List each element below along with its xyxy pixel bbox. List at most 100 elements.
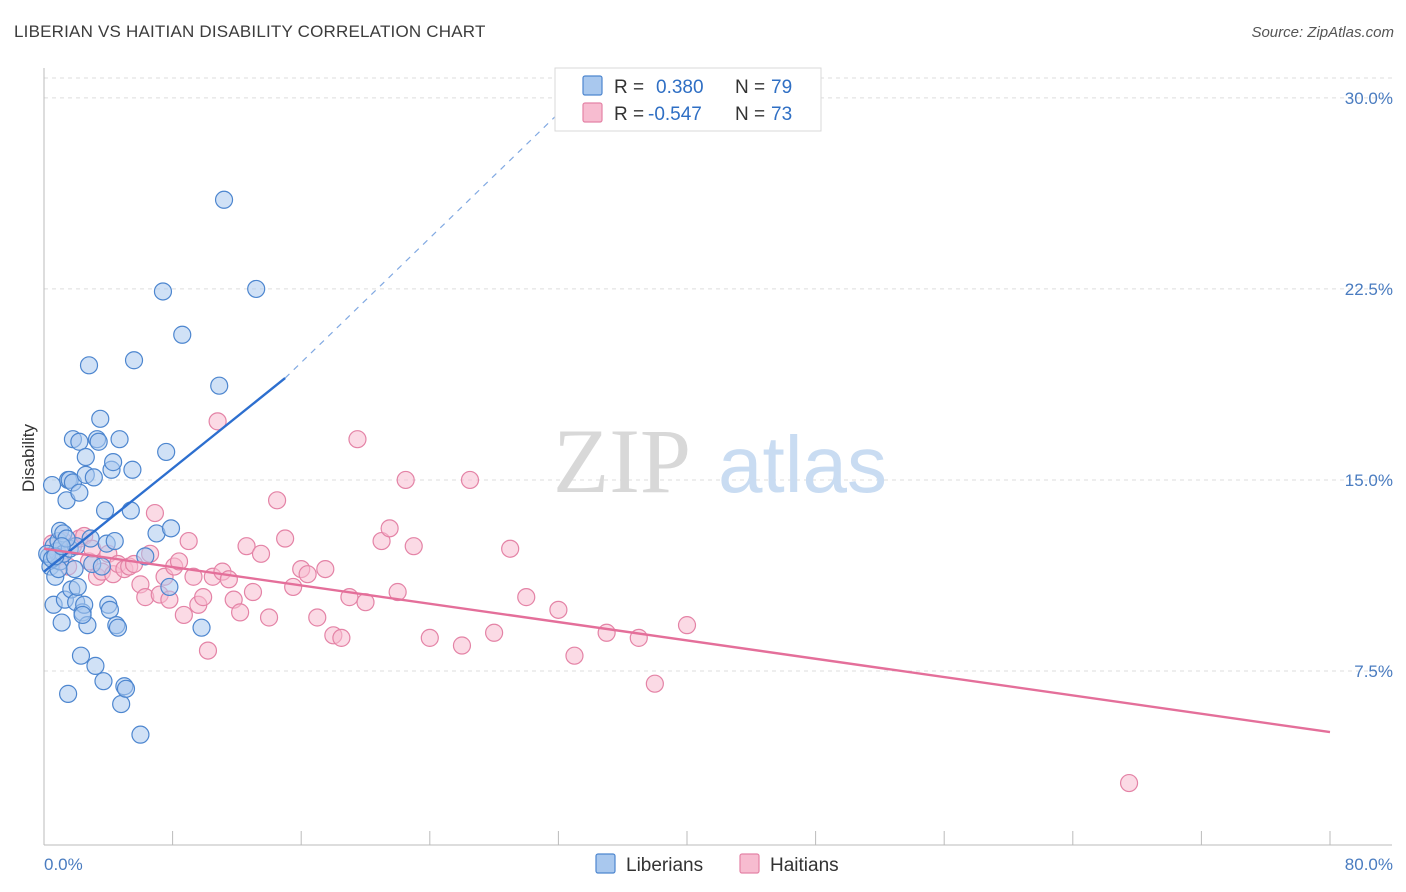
watermark: ZIP atlas bbox=[553, 410, 887, 512]
y-tick-label-3: 30.0% bbox=[1345, 89, 1393, 108]
legend-swatch-haitians bbox=[582, 102, 603, 123]
haitian-point-32 bbox=[198, 641, 218, 660]
liberian-point-22 bbox=[65, 559, 84, 579]
haitian-point-58 bbox=[396, 470, 415, 490]
haitian-point-34 bbox=[208, 412, 227, 431]
liberian-point-35 bbox=[81, 529, 100, 548]
liberian-point-68 bbox=[210, 376, 229, 395]
y-tick-label-0: 7.5% bbox=[1354, 662, 1393, 681]
haitian-point-61 bbox=[452, 636, 472, 655]
series-liberians bbox=[38, 190, 266, 744]
bottom-legend-liberians: Liberians bbox=[626, 855, 703, 876]
liberian-point-57 bbox=[123, 460, 142, 479]
y-tick-label-1: 15.0% bbox=[1345, 471, 1393, 490]
haitian-point-66 bbox=[549, 600, 568, 619]
liberian-point-41 bbox=[91, 409, 110, 428]
liberian-point-69 bbox=[214, 190, 234, 209]
liberian-point-55 bbox=[116, 679, 136, 698]
liberian-point-64 bbox=[160, 577, 179, 597]
legend-r-label-2: R = bbox=[614, 104, 644, 125]
legend: R = 0.380 N = 79 R = -0.547 N = 73 bbox=[554, 67, 822, 132]
haitian-point-67 bbox=[565, 646, 584, 665]
liberian-point-49 bbox=[105, 531, 124, 551]
haitian-point-26 bbox=[169, 552, 189, 571]
haitian-point-72 bbox=[1119, 773, 1139, 793]
liberian-point-25 bbox=[68, 577, 87, 597]
bottom-legend-swatch-liberians bbox=[595, 853, 616, 874]
liberian-point-38 bbox=[86, 656, 105, 675]
legend-r-value-2: -0.547 bbox=[648, 104, 702, 125]
tick-labels: 7.5% 15.0% 22.5% 30.0% 0.0% 80.0% bbox=[44, 89, 1393, 874]
liberian-point-27 bbox=[70, 432, 89, 451]
haitian-point-47 bbox=[298, 565, 317, 584]
bottom-legend-swatch-haitians bbox=[739, 853, 760, 874]
haitian-point-70 bbox=[645, 674, 664, 693]
liberian-point-67 bbox=[192, 618, 211, 637]
haitian-point-59 bbox=[404, 537, 423, 556]
liberian-point-40 bbox=[89, 432, 108, 451]
liberian-point-10 bbox=[52, 613, 71, 632]
axes bbox=[43, 68, 1392, 846]
haitian-point-39 bbox=[237, 537, 256, 556]
haitian-point-28 bbox=[179, 531, 198, 551]
liberian-point-28 bbox=[71, 646, 91, 665]
haitian-point-44 bbox=[276, 529, 295, 548]
legend-n-value-2: 73 bbox=[771, 104, 792, 125]
haitian-point-43 bbox=[267, 491, 287, 510]
haitian-point-21 bbox=[145, 503, 165, 523]
liberian-point-2 bbox=[42, 475, 62, 495]
liberian-point-66 bbox=[173, 325, 192, 344]
legend-n-label-2: N = bbox=[735, 104, 765, 125]
legend-n-value-1: 79 bbox=[771, 77, 792, 98]
legend-n-label-1: N = bbox=[735, 77, 765, 98]
liberian-point-34 bbox=[79, 356, 99, 375]
liberian-point-46 bbox=[100, 600, 120, 619]
liberian-point-76 bbox=[92, 557, 111, 576]
haitian-point-48 bbox=[308, 608, 327, 627]
liberian-point-37 bbox=[84, 468, 103, 487]
liberian-point-62 bbox=[153, 282, 173, 301]
liberian-point-26 bbox=[70, 483, 89, 502]
liberian-point-65 bbox=[161, 519, 181, 538]
haitian-point-65 bbox=[517, 588, 536, 607]
haitian-point-42 bbox=[259, 608, 279, 627]
haitian-point-56 bbox=[380, 519, 399, 538]
haitian-point-62 bbox=[460, 470, 480, 490]
haitian-point-49 bbox=[316, 559, 335, 579]
haitian-point-60 bbox=[420, 628, 439, 647]
haitian-point-40 bbox=[243, 582, 263, 602]
gridlines bbox=[44, 77, 1392, 672]
liberian-trend-line bbox=[43, 377, 286, 573]
legend-r-value-1: 0.380 bbox=[656, 77, 704, 98]
liberian-point-53 bbox=[112, 694, 131, 714]
y-axis-label: Disability bbox=[19, 423, 38, 492]
liberian-point-70 bbox=[247, 279, 266, 299]
watermark-zip: ZIP bbox=[553, 410, 691, 512]
haitian-point-51 bbox=[332, 628, 351, 647]
haitian-point-71 bbox=[677, 616, 697, 635]
liberian-point-48 bbox=[104, 453, 123, 472]
haitian-trend-line bbox=[43, 547, 1331, 734]
liberian-point-60 bbox=[136, 547, 155, 566]
haitian-point-27 bbox=[174, 605, 193, 625]
liberian-point-75 bbox=[73, 605, 92, 625]
chart-title: LIBERIAN VS HAITIAN DISABILITY CORRELATI… bbox=[14, 22, 486, 41]
liberian-point-52 bbox=[110, 430, 129, 449]
haitian-point-31 bbox=[194, 588, 213, 607]
haitian-point-53 bbox=[348, 430, 367, 449]
haitian-point-45 bbox=[284, 577, 303, 597]
liberian-point-32 bbox=[76, 447, 95, 467]
legend-r-label-1: R = bbox=[614, 77, 644, 98]
x-tick-label-1: 80.0% bbox=[1345, 855, 1393, 874]
liberian-point-59 bbox=[131, 725, 150, 744]
source-label: Source: ZipAtlas.com bbox=[1251, 24, 1394, 41]
haitian-point-41 bbox=[251, 544, 271, 563]
liberian-point-42 bbox=[94, 672, 113, 691]
haitian-point-57 bbox=[388, 582, 407, 602]
liberian-point-43 bbox=[95, 501, 115, 520]
watermark-atlas: atlas bbox=[718, 420, 887, 509]
liberian-point-63 bbox=[157, 442, 176, 462]
liberian-point-16 bbox=[59, 684, 78, 703]
legend-swatch-liberians bbox=[582, 75, 603, 96]
liberian-trend-extension bbox=[284, 97, 575, 379]
